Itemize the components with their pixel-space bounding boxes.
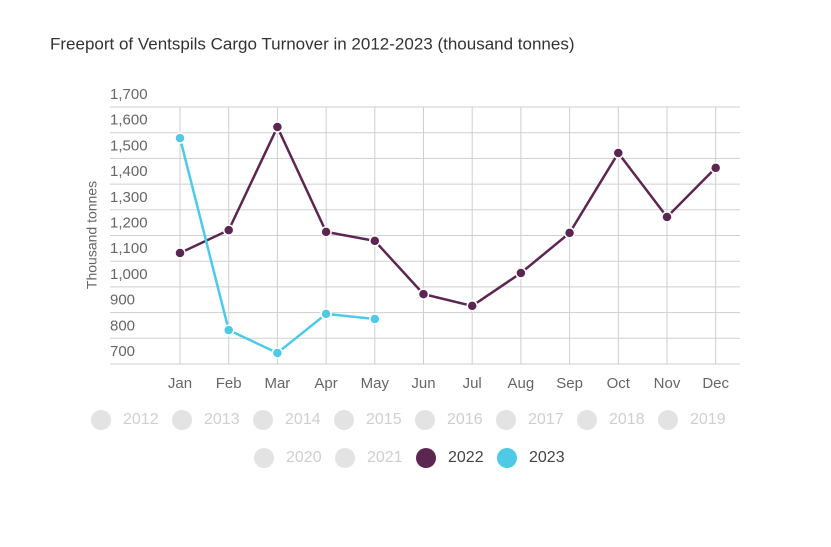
- legend-label: 2013: [204, 411, 240, 428]
- y-tick-label: 900: [110, 292, 135, 309]
- legend-marker: [658, 410, 678, 430]
- chart-title: Freeport of Ventspils Cargo Turnover in …: [50, 34, 575, 53]
- x-tick-label: Jul: [463, 375, 482, 392]
- point: [661, 211, 673, 223]
- legend-label: 2017: [528, 411, 564, 428]
- point: [612, 147, 625, 159]
- legend-label: 2022: [448, 449, 484, 466]
- legend-marker: [91, 410, 111, 430]
- line: [179, 124, 717, 308]
- x-tick-label: May: [361, 375, 390, 392]
- point: [320, 308, 332, 320]
- x-tick-label: Mar: [264, 375, 290, 392]
- y-tick-label: 800: [110, 317, 135, 334]
- legend-marker: [172, 410, 192, 430]
- x-tick-label: Apr: [314, 375, 337, 392]
- point: [369, 313, 381, 325]
- legend-label: 2019: [690, 411, 726, 428]
- legend-label: 2014: [285, 411, 321, 428]
- legend-label: 2015: [366, 411, 402, 428]
- point: [222, 224, 235, 236]
- legend-label: 2021: [367, 449, 403, 466]
- point: [174, 132, 186, 144]
- x-tick-label: Oct: [607, 375, 631, 392]
- x-tick-label: Sep: [556, 375, 583, 392]
- legend-label: 2023: [529, 449, 565, 466]
- legend-marker: [577, 410, 597, 430]
- y-tick-label: 1,200: [110, 214, 148, 231]
- legend-marker: [416, 448, 436, 468]
- y-tick-label: 1,100: [110, 240, 148, 257]
- y-axis-label: Thousand tonnes: [84, 181, 100, 289]
- legend-label: 2018: [609, 411, 645, 428]
- legend-marker: [254, 448, 274, 468]
- x-tick-label: Feb: [216, 375, 242, 392]
- point: [709, 162, 722, 174]
- legend-marker: [496, 410, 516, 430]
- x-tick-label: Jan: [168, 375, 192, 392]
- point: [369, 235, 381, 247]
- point: [563, 227, 576, 239]
- legend-marker: [415, 410, 435, 430]
- point: [515, 267, 527, 279]
- point: [174, 247, 186, 259]
- point: [320, 226, 332, 238]
- legend-label: 2020: [286, 449, 322, 466]
- y-tick-label: 1,600: [110, 112, 148, 129]
- legend-marker: [334, 410, 354, 430]
- y-tick-label: 1,700: [110, 86, 148, 103]
- y-tick-label: 1,000: [110, 266, 148, 283]
- point: [271, 347, 284, 359]
- legend-label: 2016: [447, 411, 483, 428]
- y-tick-label: 1,400: [110, 163, 148, 180]
- x-tick-label: Dec: [702, 375, 729, 392]
- y-tick-label: 700: [110, 343, 135, 360]
- x-tick-label: Nov: [654, 375, 681, 392]
- x-tick-label: Jun: [411, 375, 435, 392]
- legend-marker: [335, 448, 355, 468]
- x-tick-label: Aug: [508, 375, 535, 392]
- y-tick-label: 1,500: [110, 137, 148, 154]
- legend-marker: [253, 410, 273, 430]
- point: [417, 288, 430, 300]
- point: [271, 121, 284, 133]
- point: [466, 300, 478, 312]
- y-tick-label: 1,300: [110, 189, 148, 206]
- point: [222, 324, 235, 336]
- legend-label: 2012: [123, 411, 159, 428]
- legend-marker: [497, 448, 517, 468]
